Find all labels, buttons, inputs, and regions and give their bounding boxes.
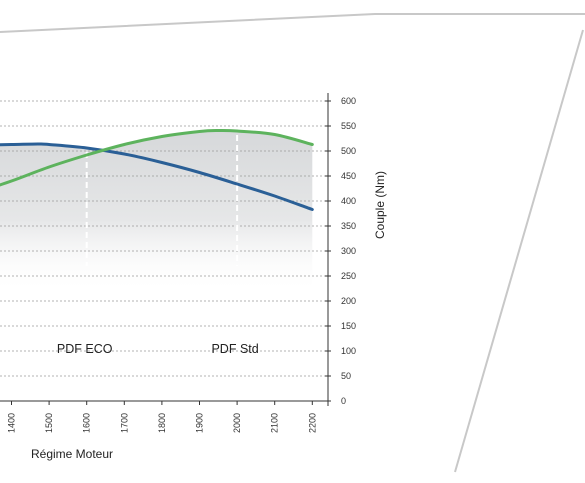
y-tick-label-4: 200 [341, 296, 356, 306]
y-tick-label-9: 450 [341, 171, 356, 181]
x-tick-label-6: 2000 [232, 413, 242, 433]
annotation-label-0: PDF ECO [57, 342, 113, 356]
x-tick-label-3: 1700 [119, 413, 129, 433]
y-tick-label-8: 400 [341, 196, 356, 206]
x-tick-label-5: 1900 [195, 413, 205, 433]
frame-top-border [0, 13, 585, 33]
y-tick-label-2: 100 [341, 346, 356, 356]
x-axis-title: Régime Moteur [31, 447, 113, 461]
x-tick-label-2: 1600 [82, 413, 92, 433]
x-tick-label-0: 1400 [7, 413, 17, 433]
y-tick-label-10: 500 [341, 146, 356, 156]
series-line-green [0, 128, 314, 187]
y-tick-label-12: 600 [341, 96, 356, 106]
x-tick-label-7: 2100 [270, 413, 280, 433]
y-tick-label-11: 550 [341, 121, 356, 131]
y-tick-label-5: 250 [341, 271, 356, 281]
y-tick-label-3: 150 [341, 321, 356, 331]
y-tick-label-6: 300 [341, 246, 356, 256]
torque-area-fill [0, 130, 313, 294]
x-tick-label-4: 1800 [157, 413, 167, 433]
y-axis-title: Couple (Nm) [373, 171, 387, 239]
y-axis-ticks: 0 50 100 150 200 250 300 350 400 450 500 550 600 [325, 96, 356, 406]
x-axis-ticks: 1400 1500 1600 1700 1800 1900 2000 2100 2200 [7, 401, 317, 433]
x-tick-label-1: 1500 [44, 413, 54, 433]
y-tick-label-1: 50 [341, 371, 351, 381]
frame-right-border [454, 29, 584, 473]
x-tick-label-8: 2200 [307, 413, 317, 433]
annotation-labels: PDF ECO PDF Std [57, 342, 259, 356]
annotation-label-1: PDF Std [211, 342, 258, 356]
y-tick-label-0: 0 [341, 396, 346, 406]
y-tick-label-7: 350 [341, 221, 356, 231]
annotation-lines [85, 135, 239, 266]
gridlines [0, 100, 327, 377]
